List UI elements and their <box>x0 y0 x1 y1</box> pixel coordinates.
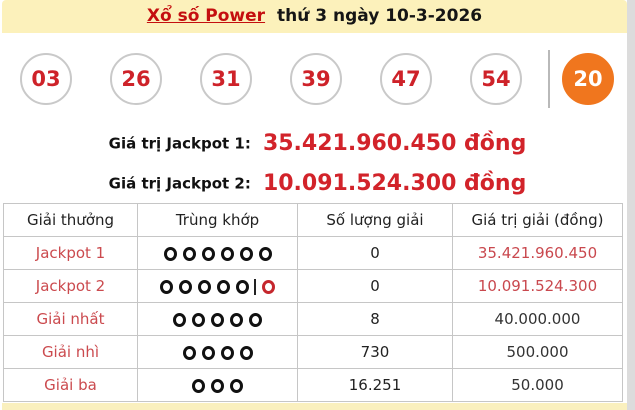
match-circle-icon <box>230 312 243 327</box>
prize-name: Giải nhì <box>3 335 138 369</box>
match-circle-icon <box>211 312 224 327</box>
match-pattern <box>137 335 298 369</box>
prize-table-row: Giải nhì 730 500.000 <box>3 335 623 369</box>
power-number-ball: 20 <box>562 53 614 105</box>
match-circle-icon <box>230 378 243 393</box>
match-circle-icon <box>163 246 177 261</box>
match-pattern <box>137 236 298 270</box>
winner-count: 8 <box>297 302 453 336</box>
prize-table-row: Jackpot 1 0 35.421.960.450 <box>3 236 623 270</box>
column-header: Trùng khớp <box>137 203 298 237</box>
prize-number-ball: 39 <box>290 53 342 105</box>
prize-table: Giải thưởng Trùng khớp Số lượng giải Giá tr… <box>3 203 623 402</box>
prize-name: Giải ba <box>3 368 138 402</box>
match-circle-icon <box>239 246 253 261</box>
match-circle-icon <box>160 279 173 294</box>
match-separator <box>254 278 256 295</box>
match-pattern <box>137 368 298 402</box>
prize-number-ball: 47 <box>380 53 432 105</box>
jackpot1-amount: 35.421.960.450 đồng <box>262 130 527 156</box>
match-circle-icon <box>192 312 205 327</box>
match-circle-icon <box>217 279 230 294</box>
jackpot1-label: Giá trị Jackpot 1: <box>108 134 251 153</box>
prize-value: 50.000 <box>452 368 623 402</box>
match-circle-icon <box>220 246 234 261</box>
prize-name: Giải nhất <box>3 302 138 336</box>
match-circle-icon <box>249 312 262 327</box>
prize-value: 500.000 <box>452 335 623 369</box>
prize-value: 35.421.960.450 <box>452 236 623 270</box>
column-header: Giá trị giải (đồng) <box>452 203 623 237</box>
prize-name: Jackpot 1 <box>3 236 138 270</box>
match-circle-icon <box>236 279 249 294</box>
match-circle-icon <box>220 345 234 360</box>
match-circle-icon <box>173 312 186 327</box>
match-circle-icon <box>258 246 272 261</box>
match-pattern <box>137 302 298 336</box>
match-circle-icon <box>182 246 196 261</box>
scrollbar-track[interactable] <box>627 0 635 410</box>
prize-number-ball: 03 <box>20 53 72 105</box>
match-circle-icon <box>201 345 215 360</box>
winner-count: 16.251 <box>297 368 453 402</box>
winner-count: 730 <box>297 335 453 369</box>
prize-table-header-row: Giải thưởng Trùng khớp Số lượng giải Giá tr… <box>3 203 623 237</box>
winner-count: 0 <box>297 236 453 270</box>
winning-numbers-row: 03 26 31 39 47 54 20 <box>0 33 635 125</box>
prize-number-ball: 54 <box>470 53 522 105</box>
match-circle-icon <box>198 279 211 294</box>
jackpot1-value-line: Giá trị Jackpot 1: 35.421.960.450 đồng <box>0 128 635 158</box>
prize-number-ball: 26 <box>110 53 162 105</box>
prize-number-ball: 31 <box>200 53 252 105</box>
jackpot2-amount: 10.091.524.300 đồng <box>262 170 527 196</box>
lottery-name-link[interactable]: Xổ số Power <box>146 6 266 26</box>
match-circle-icon <box>211 378 224 393</box>
column-header: Số lượng giải <box>297 203 453 237</box>
match-circle-icon <box>192 378 205 393</box>
jackpot2-label: Giá trị Jackpot 2: <box>108 174 251 193</box>
match-circle-icon <box>179 279 192 294</box>
prize-table-row: Giải ba 16.251 50.000 <box>3 368 623 402</box>
prize-table-row: Jackpot 2 0 10.091.524.300 <box>3 269 623 303</box>
page-header: Xổ số Power thứ 3 ngày 10-3-2026 <box>2 0 627 33</box>
draw-date-text: thứ 3 ngày 10-3-2026 <box>276 6 483 26</box>
match-circle-red-icon <box>262 279 275 294</box>
prize-value: 40.000.000 <box>452 302 623 336</box>
prize-value: 10.091.524.300 <box>452 269 623 303</box>
prize-name: Jackpot 2 <box>3 269 138 303</box>
match-circle-icon <box>201 246 215 261</box>
prize-table-row: Giải nhất 8 40.000.000 <box>3 302 623 336</box>
match-circle-icon <box>239 345 253 360</box>
match-circle-icon <box>182 345 196 360</box>
column-header: Giải thưởng <box>3 203 138 237</box>
jackpot2-value-line: Giá trị Jackpot 2: 10.091.524.300 đồng <box>0 168 635 198</box>
match-pattern <box>137 269 298 303</box>
winner-count: 0 <box>297 269 453 303</box>
power-ball-divider <box>548 50 550 108</box>
bottom-yellow-strip <box>2 403 627 410</box>
